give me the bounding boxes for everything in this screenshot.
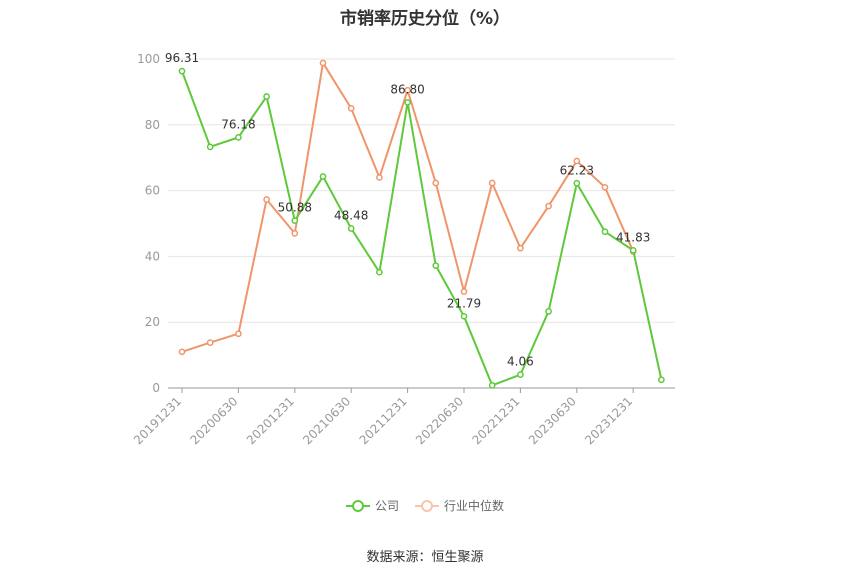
y-tick-label: 0 — [152, 381, 160, 395]
data-label: 41.83 — [616, 230, 650, 244]
data-label: 48.48 — [334, 209, 368, 223]
y-tick-label: 20 — [145, 315, 160, 329]
data-point — [432, 179, 440, 187]
data-point — [347, 225, 355, 232]
data-point — [488, 179, 496, 187]
series-company — [178, 67, 665, 389]
data-label: 21.79 — [447, 296, 481, 310]
legend-company-swatch — [345, 499, 370, 513]
data-label: 86.80 — [390, 82, 424, 96]
series-line — [181, 70, 663, 387]
x-tick-label: 20191231 — [131, 394, 184, 447]
series-industry-median — [178, 59, 637, 356]
data-point — [601, 183, 609, 191]
x-tick-label: 20220630 — [413, 394, 466, 447]
data-point — [517, 371, 524, 378]
x-axis: 20191231 20200630 20201231 20210630 20211231… — [131, 387, 675, 447]
legend: 公司 行业中位数 — [0, 497, 850, 514]
data-point — [460, 288, 468, 295]
data-point — [178, 348, 186, 356]
data-point — [291, 230, 299, 237]
data-point — [488, 382, 496, 389]
data-point — [235, 134, 242, 141]
data-point — [658, 376, 665, 384]
data-point — [573, 157, 581, 165]
x-tick-label: 20211231 — [357, 394, 410, 447]
x-tick-label: 20231231 — [582, 394, 635, 447]
data-point — [319, 173, 327, 180]
data-point — [376, 268, 383, 276]
data-label: 4.06 — [507, 355, 534, 369]
data-labels: 96.31 76.18 50.88 48.48 86.80 21.79 4.06 62.23 4… — [165, 51, 651, 369]
data-label: 50.88 — [278, 201, 312, 215]
data-point — [601, 228, 609, 236]
data-point — [319, 59, 327, 67]
legend-company-label: 公司 — [374, 499, 399, 513]
source-note: 数据来源：恒生聚源 — [366, 550, 484, 565]
data-point — [432, 262, 440, 269]
series-layer — [178, 59, 665, 389]
data-point — [347, 105, 355, 112]
data-point — [206, 339, 214, 346]
data-point — [629, 247, 637, 254]
data-point — [404, 99, 411, 106]
x-tick-label: 20221231 — [469, 394, 522, 447]
data-point — [460, 312, 468, 320]
legend-industry-swatch — [415, 499, 439, 513]
data-point — [545, 307, 552, 315]
y-tick-label: 40 — [145, 249, 160, 263]
y-tick-label: 60 — [145, 184, 160, 198]
legend-item-company[interactable]: 公司 — [345, 497, 399, 514]
data-point — [545, 202, 552, 210]
data-point — [517, 244, 524, 252]
data-label: 76.18 — [221, 117, 255, 131]
data-point — [404, 86, 411, 94]
grid-lines — [168, 58, 675, 323]
x-tick-label: 20210630 — [300, 394, 353, 447]
data-label: 62.23 — [560, 163, 594, 177]
chart-title: 市销率历史分位（%） — [339, 9, 511, 29]
data-point — [263, 93, 270, 100]
y-tick-label: 80 — [145, 118, 160, 132]
data-point — [235, 330, 242, 338]
data-point — [376, 174, 383, 181]
data-point — [291, 217, 299, 224]
data-point — [573, 179, 581, 187]
y-tick-label: 100 — [137, 52, 160, 66]
y-axis: 0 20 40 60 80 100 — [137, 52, 160, 395]
data-label: 96.31 — [165, 51, 199, 65]
legend-item-industry-median[interactable]: 行业中位数 — [415, 497, 504, 514]
data-point — [206, 143, 214, 151]
data-point — [178, 67, 186, 75]
x-tick-label: 20200630 — [187, 394, 240, 447]
data-point — [263, 196, 270, 203]
x-tick-label: 20230630 — [526, 394, 579, 447]
x-tick-label: 20201231 — [244, 394, 297, 447]
legend-industry-label: 行业中位数 — [444, 499, 505, 513]
